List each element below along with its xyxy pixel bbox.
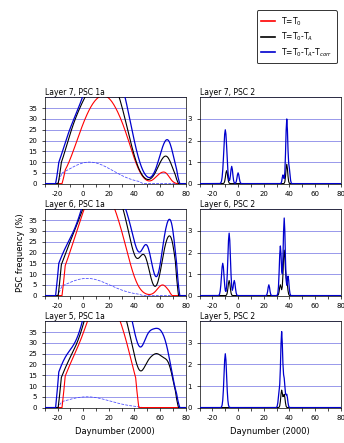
Text: Layer 5, PSC 2: Layer 5, PSC 2 bbox=[200, 312, 255, 321]
Text: Layer 7, PSC 1a: Layer 7, PSC 1a bbox=[45, 88, 105, 97]
Legend: T=T$_0$, T=T$_0$-T$_A$, T=T$_0$-T$_A$-T$_{corr}$: T=T$_0$, T=T$_0$-T$_A$, T=T$_0$-T$_A$-T$… bbox=[257, 11, 337, 63]
X-axis label: Daynumber (2000): Daynumber (2000) bbox=[230, 427, 310, 436]
Text: Layer 6, PSC 1a: Layer 6, PSC 1a bbox=[45, 200, 105, 210]
Text: Layer 7, PSC 2: Layer 7, PSC 2 bbox=[200, 88, 255, 97]
Y-axis label: PSC frequency (%): PSC frequency (%) bbox=[16, 213, 25, 292]
Text: Layer 6, PSC 2: Layer 6, PSC 2 bbox=[200, 200, 255, 210]
Text: Layer 5, PSC 1a: Layer 5, PSC 1a bbox=[45, 312, 105, 321]
X-axis label: Daynumber (2000): Daynumber (2000) bbox=[75, 427, 155, 436]
